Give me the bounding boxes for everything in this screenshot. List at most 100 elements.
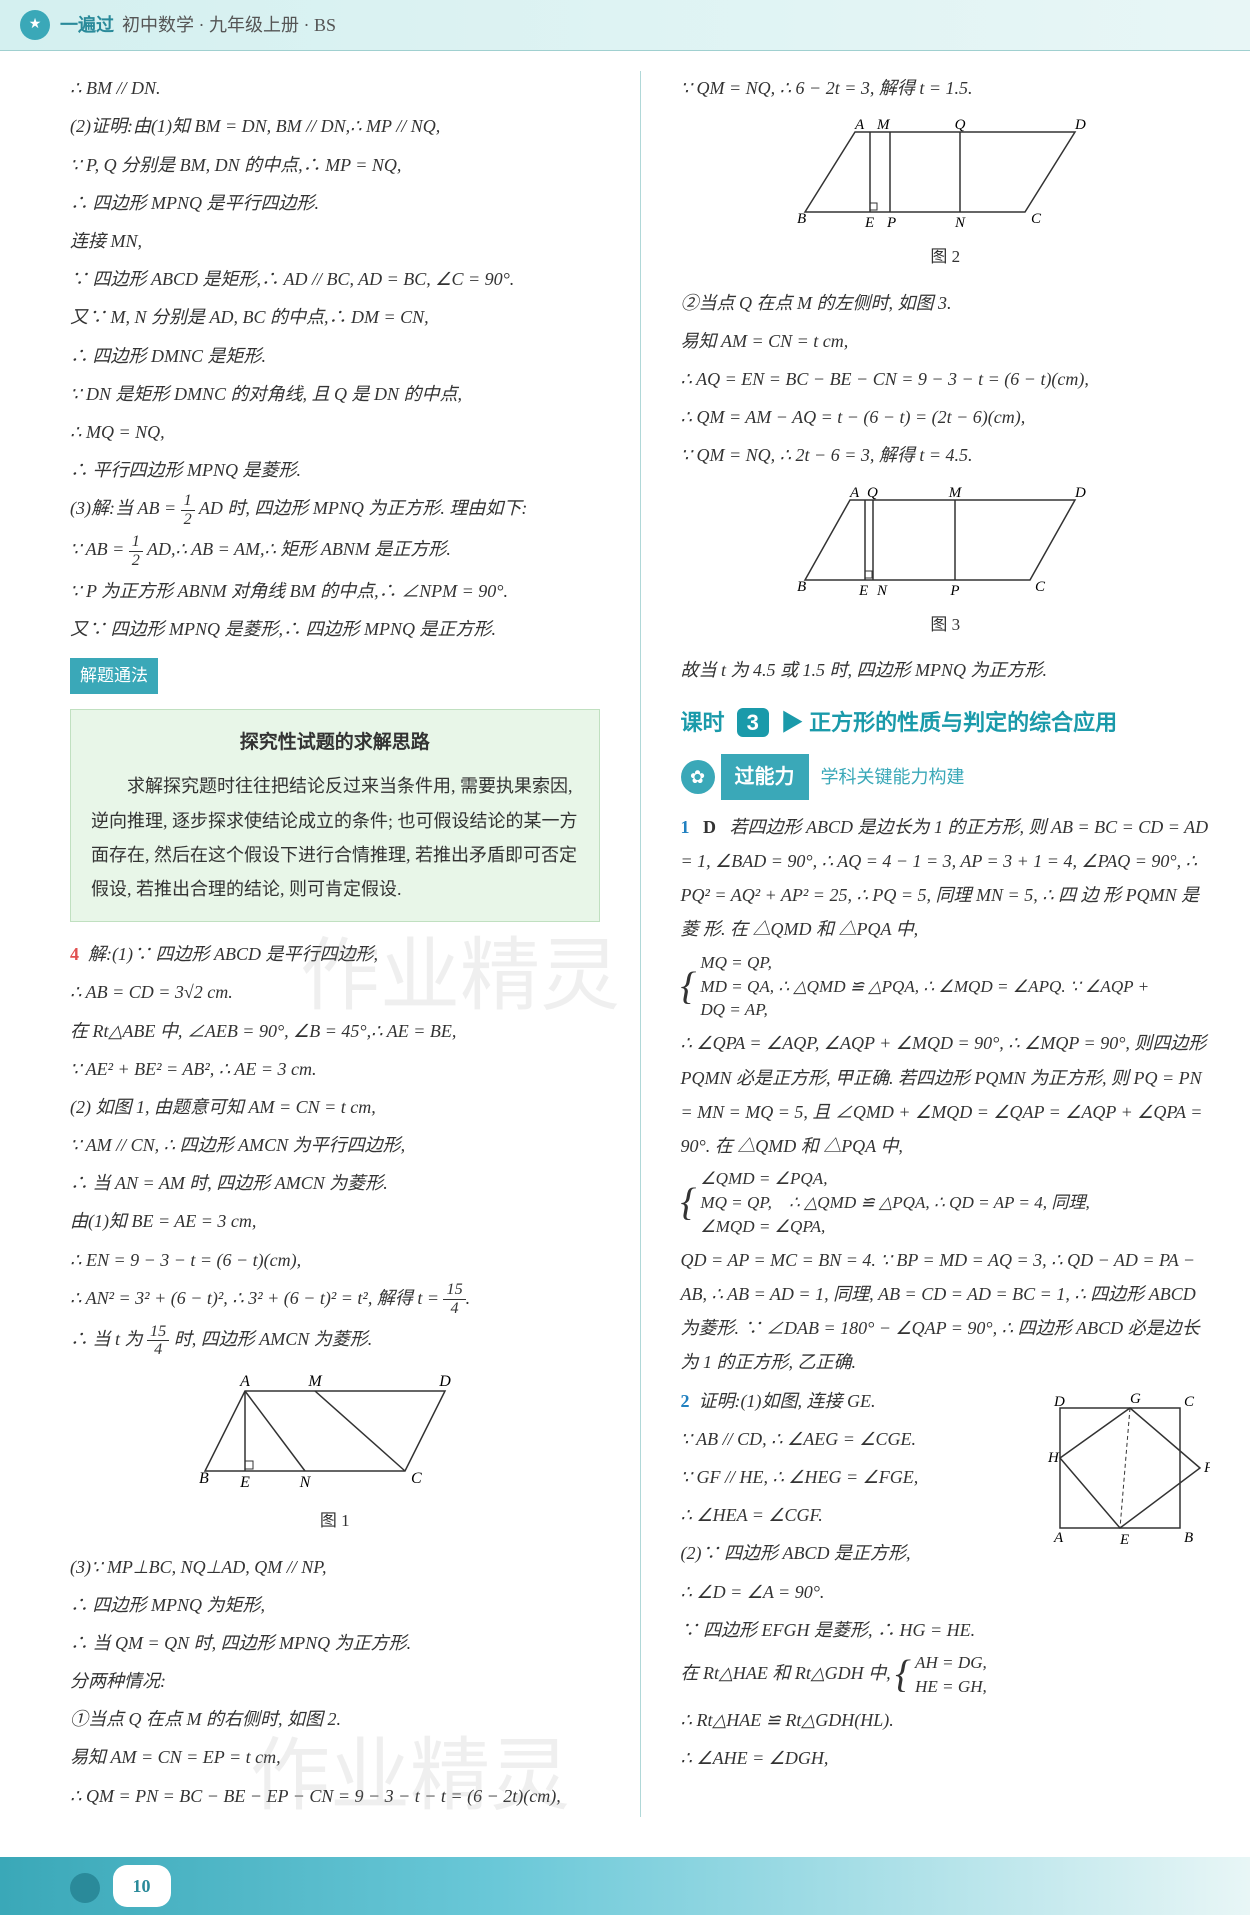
svg-text:D: D (1074, 485, 1086, 501)
text-line: 连接 MN, (70, 224, 600, 258)
text-line: ∵ 四边形 ABCD 是矩形,∴ AD // BC, AD = BC, ∠C =… (70, 262, 600, 296)
fraction: 12 (129, 533, 143, 570)
svg-text:E: E (1119, 1532, 1129, 1548)
text-line: ∵ P, Q 分别是 BM, DN 的中点,∴ MP = NQ, (70, 148, 600, 182)
left-brace-icon: { (681, 1187, 697, 1219)
text-line: ∵ AB = 12 AD,∴ AB = AM,∴ 矩形 ABNM 是正方形. (70, 532, 600, 569)
text-line: ∴ AQ = EN = BC − BE − CN = 9 − 3 − t = (… (681, 362, 1211, 396)
text-line: ∴ 当 t 为 154 时, 四边形 AMCN 为菱形. (70, 1322, 600, 1359)
text: 若四边形 ABCD 是边长为 1 的正方形, 则 AB = BC = CD = … (681, 817, 1209, 940)
parallelogram-diagram-3: A Q M D B E N P C (785, 485, 1105, 605)
svg-text:B: B (199, 1470, 209, 1487)
svg-text:D: D (1074, 117, 1086, 133)
box-title: 探究性试题的求解思路 (91, 725, 579, 761)
text-line: ∴ BM // DN. (70, 71, 600, 105)
parallelogram-diagram-2: A M Q D B E P N C (785, 117, 1105, 237)
text: ∴ 当 t 为 (70, 1329, 143, 1349)
text-line: ∴ 四边形 MPNQ 为矩形, (70, 1588, 600, 1622)
text-line: 4 解:(1)∵ 四边形 ABCD 是平行四边形, (70, 937, 600, 971)
svg-text:N: N (298, 1474, 311, 1491)
fraction: 154 (147, 1323, 169, 1360)
text: ∠MQD = ∠QPA, (700, 1217, 825, 1236)
text-line: 在 Rt△HAE 和 Rt△GDH 中, { AH = DG, HE = GH, (681, 1651, 1211, 1699)
svg-text:Q: Q (955, 117, 966, 133)
square-rhombus-diagram: D G C F H A E B (1040, 1388, 1210, 1558)
text-line: 在 Rt△ABE 中, ∠AEB = 90°, ∠B = 45°,∴ AE = … (70, 1014, 600, 1048)
svg-text:M: M (307, 1373, 323, 1390)
svg-text:M: M (876, 117, 891, 133)
svg-text:A: A (854, 117, 865, 133)
main-content: ∴ BM // DN. (2)证明:由(1)知 BM = DN, BM // D… (0, 51, 1250, 1837)
text-line: ∵ DN 是矩形 DMNC 的对角线, 且 Q 是 DN 的中点, (70, 377, 600, 411)
text-line: 故当 t 为 4.5 或 1.5 时, 四边形 MPNQ 为正方形. (681, 653, 1211, 687)
text-line: ①当点 Q 在点 M 的右侧时, 如图 2. (70, 1702, 600, 1736)
text-line: ∴ EN = 9 − 3 − t = (6 − t)(cm), (70, 1243, 600, 1277)
footer-icon (70, 1873, 100, 1903)
svg-text:M: M (948, 485, 963, 501)
problem-number: 2 (681, 1391, 690, 1411)
text: (3)解:当 AB = (70, 498, 176, 518)
text-line: (2) 如图 1, 由题意可知 AM = CN = t cm, (70, 1090, 600, 1124)
lesson-number: 3 (737, 708, 769, 737)
text: 在 Rt△HAE 和 Rt△GDH 中, (681, 1663, 891, 1683)
text-line: ∵ AB // CD, ∴ ∠AEG = ∠CGE. (681, 1422, 1031, 1456)
text-line: ∴ QM = AM − AQ = t − (6 − t) = (2t − 6)(… (681, 400, 1211, 434)
brace-block: { ∠QMD = ∠PQA, MQ = QP, ∴ △QMD ≌ △PQA, ∴… (681, 1167, 1211, 1239)
text: MD = QA, ∴ △QMD ≌ △PQA, ∴ ∠MQD = ∠APQ. ∵… (700, 977, 1149, 996)
svg-text:Q: Q (867, 485, 878, 501)
svg-text:H: H (1047, 1450, 1060, 1466)
left-column: ∴ BM // DN. (2)证明:由(1)知 BM = DN, BM // D… (70, 71, 600, 1817)
text-line: ∴ ∠HEA = ∠CGF. (681, 1498, 1031, 1532)
svg-text:A: A (849, 485, 860, 501)
text-line: ∵ GF // HE, ∴ ∠HEG = ∠FGE, (681, 1460, 1031, 1494)
box-body: 求解探究题时往往把结论反过来当条件用, 需要执果索因, 逆向推理, 逐步探求使结… (91, 769, 579, 906)
text: 解:(1)∵ 四边形 ABCD 是平行四边形, (88, 944, 378, 964)
page-number: 10 (113, 1865, 171, 1907)
ability-icon: ✿ (681, 760, 715, 794)
column-divider (640, 71, 641, 1817)
svg-text:C: C (1035, 579, 1046, 595)
text-line: ∴ AB = CD = 3√2 cm. (70, 975, 600, 1009)
right-column: ∵ QM = NQ, ∴ 6 − 2t = 3, 解得 t = 1.5. A M… (681, 71, 1211, 1817)
text-line: 易知 AM = CN = t cm, (681, 324, 1211, 358)
text-line: ∵ P 为正方形 ABNM 对角线 BM 的中点,∴ ∠NPM = 90°. (70, 574, 600, 608)
svg-text:C: C (1031, 211, 1042, 227)
text: 时, 四边形 AMCN 为菱形. (174, 1329, 373, 1349)
text-line: 分两种情况: (70, 1664, 600, 1698)
header-brand: 一遍过 (60, 8, 114, 42)
text-line: 由(1)知 BE = AE = 3 cm, (70, 1204, 600, 1238)
text-line: 易知 AM = CN = EP = t cm, (70, 1740, 600, 1774)
brace-block: { MQ = QP, MD = QA, ∴ △QMD ≌ △PQA, ∴ ∠MQ… (681, 951, 1211, 1023)
text-line: ②当点 Q 在点 M 的左侧时, 如图 3. (681, 286, 1211, 320)
problem-number: 1 (681, 817, 690, 837)
ability-section-bar: ✿ 过能力 学科关键能力构建 (681, 754, 1211, 800)
fraction: 12 (181, 492, 195, 529)
text: ∵ AB = (70, 539, 124, 559)
text-line: ∴ 平行四边形 MPNQ 是菱形. (70, 453, 600, 487)
svg-text:D: D (438, 1373, 451, 1390)
text: AD 时, 四边形 MPNQ 为正方形. 理由如下: (199, 498, 527, 518)
text: ∠QMD = ∠PQA, (700, 1169, 827, 1188)
text-line: (2)∵ 四边形 ABCD 是正方形, (681, 1536, 1031, 1570)
svg-text:B: B (797, 579, 806, 595)
text: ∴ △QMD ≌ △PQA, ∴ QD = AP = 4, 同理, (789, 1193, 1090, 1212)
svg-text:E: E (239, 1474, 250, 1491)
text-line: ∴ 四边形 MPNQ 是平行四边形. (70, 186, 600, 220)
svg-text:C: C (411, 1470, 422, 1487)
svg-text:E: E (858, 583, 868, 599)
text-line: ∴ AN² = 3² + (6 − t)², ∴ 3² + (6 − t)² =… (70, 1281, 600, 1318)
svg-text:N: N (954, 215, 966, 231)
svg-text:B: B (1184, 1530, 1193, 1546)
figure-caption: 图 3 (681, 609, 1211, 641)
left-brace-icon: { (681, 971, 697, 1003)
header-logo-icon: ★ (20, 10, 50, 40)
ability-label: 过能力 (721, 754, 809, 800)
svg-text:P: P (886, 215, 896, 231)
svg-text:B: B (797, 211, 806, 227)
header-title: 初中数学 · 九年级上册 · BS (122, 8, 336, 42)
text-line: ∴ QM = PN = BC − BE − EP − CN = 9 − 3 − … (70, 1779, 600, 1813)
text-line: (3)解:当 AB = 12 AD 时, 四边形 MPNQ 为正方形. 理由如下… (70, 491, 600, 528)
figure-1: A M D B E N C 图 1 (70, 1371, 600, 1537)
text: ∴ AN² = 3² + (6 − t)², ∴ 3² + (6 − t)² =… (70, 1288, 439, 1308)
page-header: ★ 一遍过 初中数学 · 九年级上册 · BS (0, 0, 1250, 51)
